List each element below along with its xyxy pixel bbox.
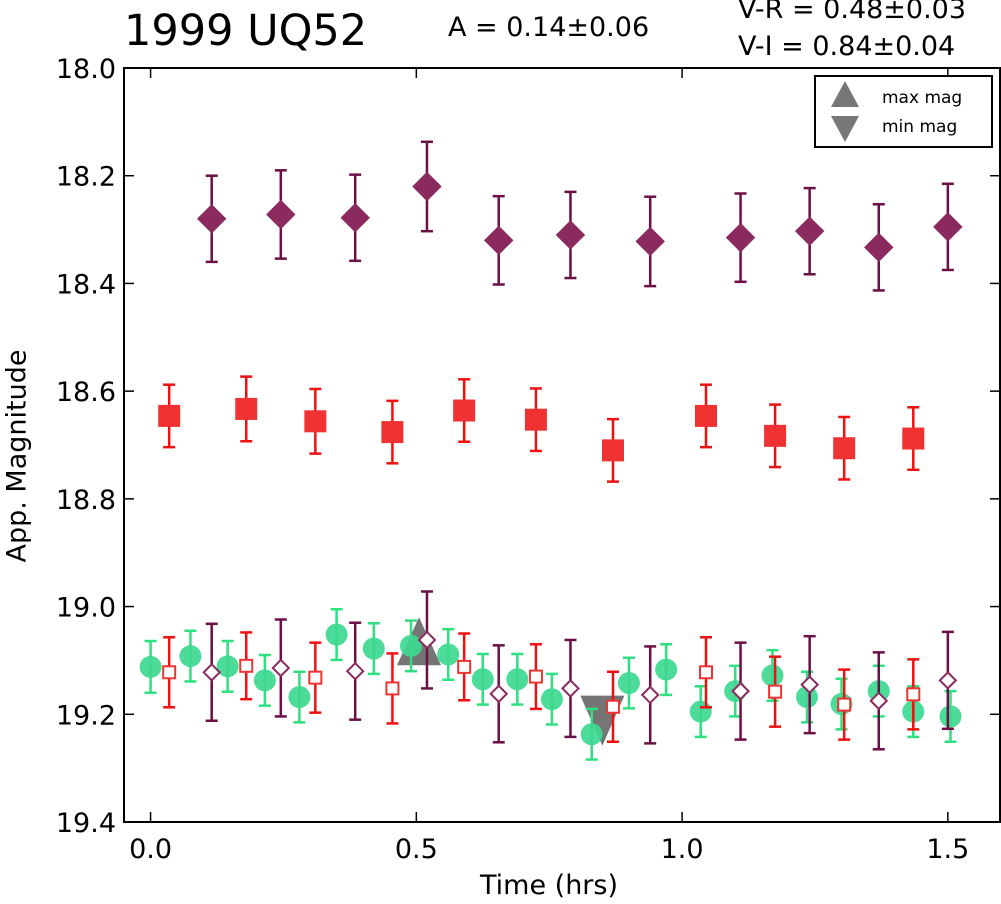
color-index-vi: V-I = 0.84±0.04 (738, 31, 956, 62)
data-point (385, 681, 400, 696)
data-point (506, 668, 529, 691)
x-tick-label: 1.5 (926, 834, 969, 865)
data-point (412, 171, 442, 202)
data-point (304, 410, 327, 433)
data-point (239, 658, 254, 673)
legend-triangle-up-marker (831, 81, 859, 107)
chart-title: 1999 UQ52 (124, 6, 368, 56)
data-point (528, 669, 543, 684)
data-point (655, 658, 678, 681)
x-tick-label: 0.5 (395, 834, 438, 865)
legend: max mag min mag (814, 75, 993, 148)
data-point (795, 686, 818, 709)
data-point (288, 686, 311, 709)
data-point (271, 658, 291, 678)
data-point (308, 670, 323, 685)
data-point (253, 669, 276, 692)
data-point (794, 216, 825, 246)
data-point (939, 705, 962, 728)
data-point (196, 204, 227, 234)
y-tick-label: 19.4 (56, 808, 116, 839)
data-point (731, 681, 750, 701)
data-point (555, 220, 586, 250)
y-tick-label: 18.4 (56, 269, 116, 300)
series-r (158, 375, 925, 483)
series-i-corrected (202, 590, 958, 751)
data-point (345, 661, 365, 681)
data-point (864, 232, 894, 263)
y-tick-label: 19.2 (56, 700, 116, 731)
data-point (381, 421, 404, 444)
data-point (437, 643, 460, 666)
data-point (417, 630, 437, 650)
data-point (906, 687, 921, 702)
x-axis-label: Time (hrs) (480, 870, 619, 901)
data-point (162, 665, 177, 680)
data-point (139, 655, 162, 678)
data-point (764, 424, 787, 447)
y-tick-label: 18.0 (56, 54, 116, 85)
data-point (471, 668, 494, 691)
data-point (235, 397, 258, 420)
data-point (902, 427, 925, 450)
data-point (695, 404, 718, 427)
data-point (837, 697, 852, 712)
data-point (689, 700, 712, 723)
data-point (768, 684, 783, 699)
data-point (216, 655, 239, 678)
plot-frame (123, 67, 1001, 823)
data-point (158, 404, 181, 427)
data-point (601, 439, 624, 462)
series-v (139, 608, 962, 761)
data-point (340, 203, 370, 233)
data-point (484, 225, 514, 256)
color-index-vr: V-R = 0.48±0.03 (738, 0, 967, 25)
data-point (699, 665, 714, 680)
data-point (453, 399, 476, 422)
data-point (540, 688, 563, 711)
data-point (869, 691, 889, 711)
data-point (580, 723, 603, 746)
x-tick-label: 0.0 (129, 834, 172, 865)
data-point (266, 199, 296, 230)
data-point (524, 408, 547, 431)
legend-label: max mag (882, 88, 962, 108)
data-point (833, 437, 856, 460)
y-axis-label: App. Magnitude (1, 349, 33, 563)
data-point (761, 664, 784, 687)
data-point (800, 675, 820, 695)
data-point (400, 634, 423, 657)
data-point (635, 226, 665, 257)
data-point (617, 672, 640, 695)
data-point (561, 679, 580, 698)
y-tick-label: 18.8 (56, 485, 116, 516)
data-point (605, 699, 620, 714)
data-point (362, 637, 385, 660)
legend-label: min mag (882, 117, 957, 137)
data-point (202, 662, 222, 682)
series-r-corrected (162, 631, 921, 744)
data-point (489, 684, 509, 704)
data-point (325, 623, 348, 646)
x-tick-label: 1.0 (661, 834, 704, 865)
y-tick-label: 18.2 (56, 162, 116, 193)
data-point (457, 659, 472, 674)
data-point (640, 685, 660, 705)
series-i (196, 140, 963, 292)
y-tick-label: 18.6 (56, 377, 116, 408)
data-point (933, 212, 963, 242)
legend-triangle-down-marker (831, 116, 859, 142)
amplitude-label: A = 0.14±0.06 (448, 12, 650, 43)
data-point (179, 645, 202, 668)
data-point (725, 222, 756, 253)
y-tick-label: 19.0 (56, 593, 116, 624)
data-point (938, 670, 958, 690)
